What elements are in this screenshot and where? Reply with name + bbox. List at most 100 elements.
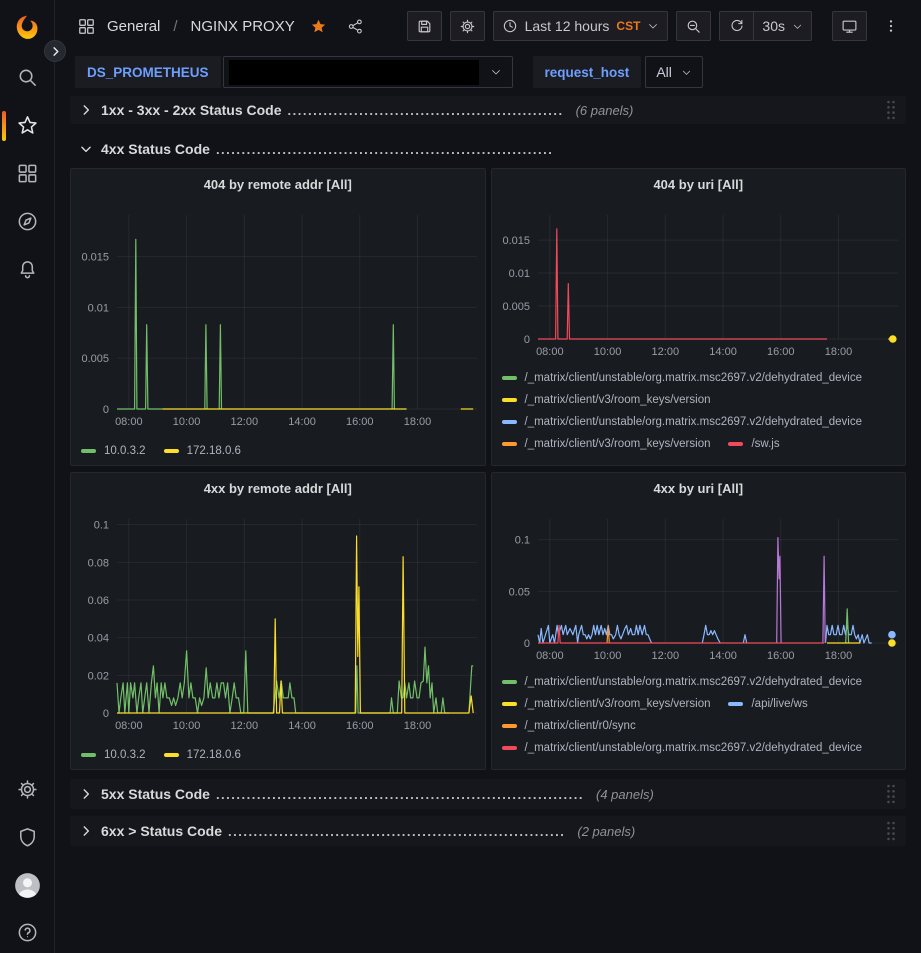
refresh-controls: 30s bbox=[719, 11, 812, 41]
dashboard-settings-button[interactable] bbox=[449, 11, 485, 41]
breadcrumb-title[interactable]: NGINX PROXY bbox=[190, 17, 295, 35]
legend-item[interactable]: /_matrix/client/unstable/org.matrix.msc2… bbox=[501, 742, 862, 754]
sidebar-item-explore[interactable] bbox=[0, 210, 54, 233]
panel-title[interactable]: 404 by remote addr [All] bbox=[203, 177, 352, 192]
dashboard-grid-icon bbox=[79, 18, 94, 34]
legend-series-color bbox=[81, 753, 96, 757]
breadcrumb-section[interactable]: General bbox=[107, 17, 161, 35]
svg-text:12:00: 12:00 bbox=[651, 650, 679, 662]
chart-404-by-remote-addr[interactable]: 08:00 10:00 12:00 14:00 16:00 18:00 0 0.005 0.01… bbox=[71, 199, 485, 435]
legend-row: /_matrix/client/r0/sync bbox=[501, 715, 906, 737]
share-icon[interactable] bbox=[347, 18, 364, 35]
panel-title[interactable]: 404 by uri [All] bbox=[653, 177, 744, 192]
drag-handle[interactable] bbox=[884, 783, 897, 805]
zoom-out-button[interactable] bbox=[676, 11, 712, 41]
svg-text:0.08: 0.08 bbox=[88, 557, 109, 569]
dashboard-row-4xx[interactable]: 4xx Status Code ........................… bbox=[70, 136, 906, 162]
legend-series-label: 172.18.0.6 bbox=[186, 445, 241, 457]
drag-handle[interactable] bbox=[884, 99, 897, 121]
legend-row: /_matrix/client/unstable/org.matrix.msc2… bbox=[501, 367, 906, 389]
request-host-variable-select[interactable]: All bbox=[645, 56, 703, 88]
legend-item[interactable]: 10.0.3.2 bbox=[81, 445, 146, 457]
save-dashboard-button[interactable] bbox=[406, 11, 442, 41]
legend-row: /_matrix/client/v3/room_keys/version/api… bbox=[501, 693, 906, 715]
legend-item[interactable]: 10.0.3.2 bbox=[81, 749, 146, 761]
legend-item[interactable]: /_matrix/client/unstable/org.matrix.msc2… bbox=[501, 416, 863, 428]
dashboard-canvas: 1xx - 3xx - 2xx Status Code ............… bbox=[55, 92, 921, 953]
svg-text:0.02: 0.02 bbox=[88, 670, 109, 682]
legend-item[interactable]: /_matrix/client/r0/sync bbox=[501, 720, 636, 732]
request-host-variable-label[interactable]: request_host bbox=[532, 56, 642, 88]
chevron-right-icon bbox=[83, 826, 90, 836]
sidebar-item-profile[interactable] bbox=[0, 872, 54, 899]
grafana-logo[interactable] bbox=[0, 14, 54, 42]
svg-text:16:00: 16:00 bbox=[346, 720, 374, 732]
svg-text:18:00: 18:00 bbox=[404, 720, 432, 732]
kebab-menu-icon bbox=[889, 20, 893, 32]
dashboard-row-5xx[interactable]: 5xx Status Code ........................… bbox=[70, 779, 906, 809]
sidebar-expand-button[interactable] bbox=[44, 40, 66, 62]
chart-legend: 10.0.3.2 172.18.0.6 bbox=[71, 739, 485, 769]
svg-text:08:00: 08:00 bbox=[536, 346, 564, 358]
legend-item[interactable]: /api/live/ws bbox=[728, 698, 808, 710]
sidebar-item-search[interactable] bbox=[0, 66, 54, 89]
refresh-interval-label: 30s bbox=[762, 18, 785, 34]
svg-text:0.005: 0.005 bbox=[502, 301, 530, 313]
legend-item[interactable]: /_matrix/client/unstable/org.matrix.msc2… bbox=[501, 372, 862, 384]
svg-text:0.01: 0.01 bbox=[508, 268, 529, 280]
top-nav: General / NGINX PROXY bbox=[55, 0, 921, 52]
sidebar-item-dashboards[interactable] bbox=[0, 162, 54, 185]
sidebar-item-starred[interactable] bbox=[0, 111, 54, 141]
favorite-star-icon[interactable] bbox=[310, 18, 327, 35]
sidebar-item-help[interactable] bbox=[0, 921, 54, 944]
cycle-view-mode-button[interactable] bbox=[832, 11, 867, 41]
sidebar-item-configuration[interactable] bbox=[0, 778, 54, 801]
legend-series-color bbox=[81, 449, 96, 453]
row-dots: ........................................… bbox=[228, 823, 566, 839]
svg-text:10:00: 10:00 bbox=[593, 650, 621, 662]
dashboard-row-1xx-3xx-2xx[interactable]: 1xx - 3xx - 2xx Status Code ............… bbox=[70, 96, 906, 124]
legend-row: /_matrix/client/unstable/org.matrix.msc2… bbox=[501, 671, 906, 693]
legend-item[interactable]: /_matrix/client/v3/room_keys/version bbox=[501, 394, 710, 406]
svg-text:10:00: 10:00 bbox=[173, 720, 201, 732]
sidebar-item-alerting[interactable] bbox=[0, 258, 54, 281]
drag-handle-icon bbox=[887, 821, 895, 841]
time-range-picker[interactable]: Last 12 hours CST bbox=[492, 11, 669, 41]
legend-series-color bbox=[163, 449, 179, 453]
shield-icon bbox=[19, 828, 35, 847]
panel-title[interactable]: 4xx by remote addr [All] bbox=[203, 481, 352, 496]
legend-item[interactable]: 172.18.0.6 bbox=[163, 749, 241, 761]
chart-4xx-by-remote-addr[interactable]: 08:00 10:00 12:00 14:00 16:00 18:00 0 0.02 0.04 0… bbox=[71, 503, 485, 739]
panel-4xx-by-uri: 4xx by uri [All] 08:00 10:00 12:00 14:00 16:… bbox=[490, 472, 906, 770]
legend-item[interactable]: 172.18.0.6 bbox=[163, 445, 241, 457]
legend-series-color bbox=[501, 420, 517, 424]
chart-404-by-uri[interactable]: 08:00 10:00 12:00 14:00 16:00 18:00 0 0.005 0.01… bbox=[492, 199, 906, 365]
refresh-interval-dropdown[interactable]: 30s bbox=[753, 11, 812, 41]
kebab-menu-button[interactable] bbox=[875, 11, 907, 41]
panel-grid: 404 by remote addr [All] 08:00 10:00 12:00… bbox=[70, 168, 906, 770]
row-panel-count: (4 panels) bbox=[596, 786, 654, 802]
datasource-variable-label[interactable]: DS_PROMETHEUS bbox=[75, 56, 221, 88]
legend-item[interactable]: /_matrix/client/unstable/org.matrix.msc2… bbox=[501, 676, 862, 688]
svg-text:12:00: 12:00 bbox=[651, 346, 679, 358]
legend-row: /_matrix/client/unstable/org.matrix.msc2… bbox=[501, 737, 906, 759]
drag-handle[interactable] bbox=[884, 820, 897, 842]
legend-series-label: /_matrix/client/unstable/org.matrix.msc2… bbox=[524, 416, 863, 428]
legend-item[interactable]: /_matrix/client/v3/room_keys/version bbox=[501, 698, 710, 710]
datasource-variable-select[interactable] bbox=[222, 56, 513, 88]
legend-row: 10.0.3.2 172.18.0.6 bbox=[81, 440, 259, 462]
refresh-button[interactable] bbox=[719, 11, 754, 41]
panel-title[interactable]: 4xx by uri [All] bbox=[653, 481, 744, 496]
chart-4xx-by-uri[interactable]: 08:00 10:00 12:00 14:00 16:00 18:00 0 0.05 0.1 bbox=[492, 503, 906, 669]
legend-item[interactable]: /sw.js bbox=[728, 438, 780, 450]
drag-handle-icon bbox=[887, 784, 895, 804]
legend-series-color bbox=[501, 376, 517, 380]
chart-legend: /_matrix/client/unstable/org.matrix.msc2… bbox=[492, 365, 906, 465]
sidebar-item-server-admin[interactable] bbox=[0, 826, 54, 849]
svg-text:0.04: 0.04 bbox=[88, 633, 109, 645]
chevron-down-icon bbox=[81, 146, 91, 153]
legend-item[interactable]: /_matrix/client/v3/room_keys/version bbox=[501, 438, 710, 450]
dashboard-row-6xx[interactable]: 6xx > Status Code ......................… bbox=[70, 816, 906, 846]
sidebar bbox=[0, 0, 55, 953]
star-icon bbox=[17, 116, 37, 134]
